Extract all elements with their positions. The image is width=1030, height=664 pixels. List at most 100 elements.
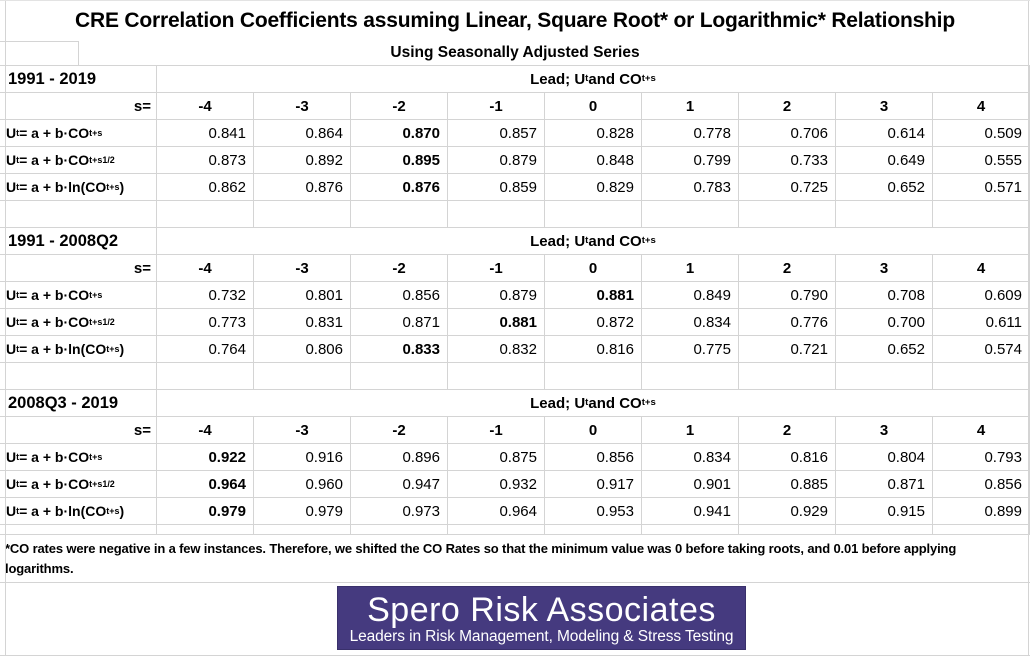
correlation-value: 0.783 [642,174,739,200]
correlation-value: 0.922 [157,444,254,470]
correlation-value: 0.941 [642,498,739,524]
spacer-cell [448,525,545,534]
correlation-value: 0.857 [448,120,545,146]
lead-column-header: -1 [448,93,545,119]
lead-column-header: 2 [739,417,836,443]
correlation-value: 0.833 [351,336,448,362]
spacer-cell [545,525,642,534]
label-text: U [6,179,17,195]
spacer-cell [0,525,157,534]
correlation-value: 0.870 [351,120,448,146]
correlation-value: 0.700 [836,309,933,335]
spacer-cell [254,525,351,534]
correlation-value: 0.856 [351,282,448,308]
lead-column-header: 0 [545,255,642,281]
label-text: = a + b·ln(CO [19,341,107,357]
correlation-value: 0.732 [157,282,254,308]
label-text: U [6,341,17,357]
label-text: ) [119,503,125,519]
label-text: = a + b·CO [19,476,90,492]
correlation-value: 0.917 [545,471,642,497]
correlation-value: 0.790 [739,282,836,308]
correlation-value: 0.960 [254,471,351,497]
bottom-divider [0,655,1030,664]
lead-column-header: 4 [933,255,1030,281]
s-header-row: s= -4 -3 -2 -1 0 1 2 3 4 [0,93,1030,120]
correlation-value: 0.834 [642,309,739,335]
lead-column-header: -4 [157,417,254,443]
lead-column-header: 1 [642,93,739,119]
lead-column-header: 0 [545,93,642,119]
spacer-cell [642,201,739,227]
gridline-left-edge [5,1,6,655]
label-text: = a + b·CO [19,314,90,330]
label-text: U [6,476,17,492]
lead-column-header: 2 [739,93,836,119]
correlation-value: 0.859 [448,174,545,200]
s-header-row: s= -4 -3 -2 -1 0 1 2 3 4 [0,417,1030,444]
spacer-cell [836,525,933,534]
correlation-value: 0.879 [448,282,545,308]
lead-column-header: -2 [351,417,448,443]
correlation-value: 0.652 [836,336,933,362]
correlation-value: 0.895 [351,147,448,173]
label-text: U [6,125,17,141]
correlation-value: 0.832 [448,336,545,362]
lead-column-header: -4 [157,93,254,119]
s-header-row: s= -4 -3 -2 -1 0 1 2 3 4 [0,255,1030,282]
correlation-value: 0.856 [933,471,1030,497]
correlation-value: 0.841 [157,120,254,146]
footnote: *CO rates were negative in a few instanc… [0,535,1030,583]
correlation-value: 0.876 [254,174,351,200]
correlation-value: 0.947 [351,471,448,497]
correlation-value: 0.764 [157,336,254,362]
correlation-value: 0.915 [836,498,933,524]
label-text: U [6,449,17,465]
gridline-artifact [78,41,79,66]
period-label: 1991 - 2008Q2 [0,228,157,254]
lead-column-header: -2 [351,255,448,281]
spacer-cell [933,525,1030,534]
correlation-value: 0.871 [836,471,933,497]
spacer-cell [836,363,933,389]
lead-column-header: 4 [933,93,1030,119]
spacer-cell [642,525,739,534]
correlation-value: 0.849 [642,282,739,308]
correlation-value: 0.881 [448,309,545,335]
spacer-cell [351,201,448,227]
label-text: = a + b·ln(CO [19,503,107,519]
label-text: U [6,503,17,519]
spacer-cell [0,201,157,227]
spacer-cell [448,363,545,389]
label-text: = a + b·ln(CO [19,179,107,195]
lead-column-header: -2 [351,93,448,119]
correlation-value: 0.892 [254,147,351,173]
label-text: ) [119,341,125,357]
page-title: CRE Correlation Coefficients assuming Li… [75,9,955,32]
correlation-value: 0.555 [933,147,1030,173]
correlation-value: 0.773 [157,309,254,335]
spacer-cell [448,201,545,227]
label-text: = a + b·CO [19,125,90,141]
correlation-value: 0.801 [254,282,351,308]
correlation-value: 0.876 [351,174,448,200]
lead-column-header: -4 [157,255,254,281]
correlation-value: 0.611 [933,309,1030,335]
correlation-value: 0.932 [448,471,545,497]
correlation-value: 0.856 [545,444,642,470]
lead-column-header: 0 [545,417,642,443]
